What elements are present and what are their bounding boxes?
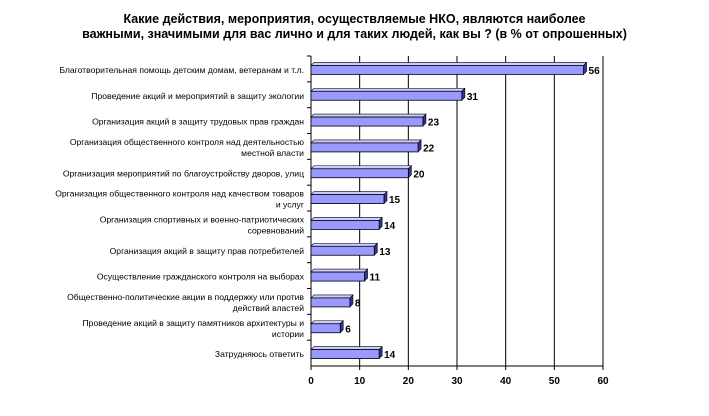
category-label: Организация акций в защиту прав потребит… — [110, 246, 305, 256]
category-label: Организация общественного контроля над д… — [70, 137, 305, 158]
category-label-line: Общественно-политические акции в поддерж… — [67, 292, 304, 302]
x-tick-label: 20 — [403, 376, 415, 387]
bar-top-face — [310, 320, 344, 325]
category-label: Организация мероприятий по благоустройст… — [63, 168, 304, 178]
category-label-line: действий властей — [233, 303, 304, 313]
bar — [310, 323, 341, 334]
data-label: 14 — [384, 221, 396, 232]
x-tick-label: 30 — [451, 376, 463, 387]
category-label: Осуществление гражданского контроля на в… — [97, 272, 305, 282]
category-label: Организация общественного контроля над к… — [55, 189, 304, 210]
data-label: 11 — [370, 273, 381, 284]
category-label-line: Организация акций в защиту трудовых прав… — [92, 117, 304, 127]
data-label: 14 — [384, 350, 396, 361]
bar-top-face — [310, 139, 422, 144]
data-label: 13 — [379, 247, 391, 258]
bar — [310, 116, 424, 127]
bar — [310, 271, 365, 282]
data-label: 15 — [389, 195, 401, 206]
category-label: Проведение акций и мероприятий в защиту … — [91, 91, 304, 101]
category-label-line: Проведение акций в защиту памятников арх… — [83, 318, 305, 328]
bar-top-face — [310, 268, 369, 273]
bar-top-face — [310, 294, 354, 299]
bar — [310, 194, 385, 204]
category-label-line: Организация мероприятий по благоустройст… — [63, 168, 304, 178]
category-label-line: Организация акций в защиту прав потребит… — [110, 246, 305, 256]
category-label: Проведение акций в защиту памятников арх… — [83, 318, 305, 339]
data-label: 23 — [428, 118, 440, 129]
category-label: Общественно-политические акции в поддерж… — [67, 292, 304, 313]
bar — [310, 349, 380, 359]
x-tick-label: 0 — [308, 376, 314, 387]
bar-top-face — [310, 242, 378, 247]
bar-top-face — [310, 191, 388, 195]
category-label-line: и услуг — [276, 200, 304, 210]
category-label-line: истории — [272, 329, 304, 339]
bar-top-face — [310, 346, 383, 350]
category-label: Организация акций в защиту трудовых прав… — [92, 117, 304, 127]
bar-top-face — [310, 87, 466, 92]
x-tick-label: 60 — [597, 376, 609, 387]
bar-top-face — [310, 165, 413, 170]
category-label: Организация спортивных и военно-патриоти… — [100, 214, 305, 235]
chart-title-line-2: важными, значимыми для вас лично и для т… — [82, 27, 627, 41]
chart-title-line-1: Какие действия, мероприятия, осуществляе… — [123, 12, 586, 26]
bar — [310, 245, 375, 256]
bar-top-face — [310, 62, 588, 66]
bar — [310, 220, 380, 230]
category-label: Благотворительная помощь детским домам, … — [59, 65, 304, 75]
data-label: 8 — [355, 298, 361, 309]
x-tick-label: 10 — [354, 376, 366, 387]
data-label: 22 — [423, 143, 435, 154]
data-label: 20 — [413, 169, 425, 180]
category-label-line: Организация общественного контроля над к… — [55, 189, 304, 199]
category-label-line: Осуществление гражданского контроля на в… — [97, 272, 305, 282]
category-label-line: Организация спортивных и военно-патриоти… — [100, 214, 305, 224]
bar — [310, 142, 419, 153]
category-label: Затрудняюсь ответить — [215, 349, 305, 359]
x-tick-label: 50 — [549, 376, 561, 387]
x-tick-label: 40 — [500, 376, 512, 387]
category-label-line: соревнований — [248, 225, 305, 235]
category-label-line: Затрудняюсь ответить — [215, 349, 305, 359]
category-label-line: Проведение акций и мероприятий в защиту … — [91, 91, 304, 101]
category-label-line: Организация общественного контроля над д… — [70, 137, 305, 147]
data-label: 56 — [589, 66, 601, 77]
data-label: 31 — [467, 92, 479, 103]
category-label-line: Благотворительная помощь детским домам, … — [59, 65, 304, 75]
bar-top-face — [310, 113, 427, 118]
bar — [310, 65, 584, 75]
bar — [310, 168, 409, 179]
bar — [310, 90, 463, 101]
bar-top-face — [310, 217, 383, 221]
data-label: 6 — [345, 324, 351, 335]
category-label-line: местной власти — [241, 148, 304, 158]
bar — [310, 297, 351, 308]
